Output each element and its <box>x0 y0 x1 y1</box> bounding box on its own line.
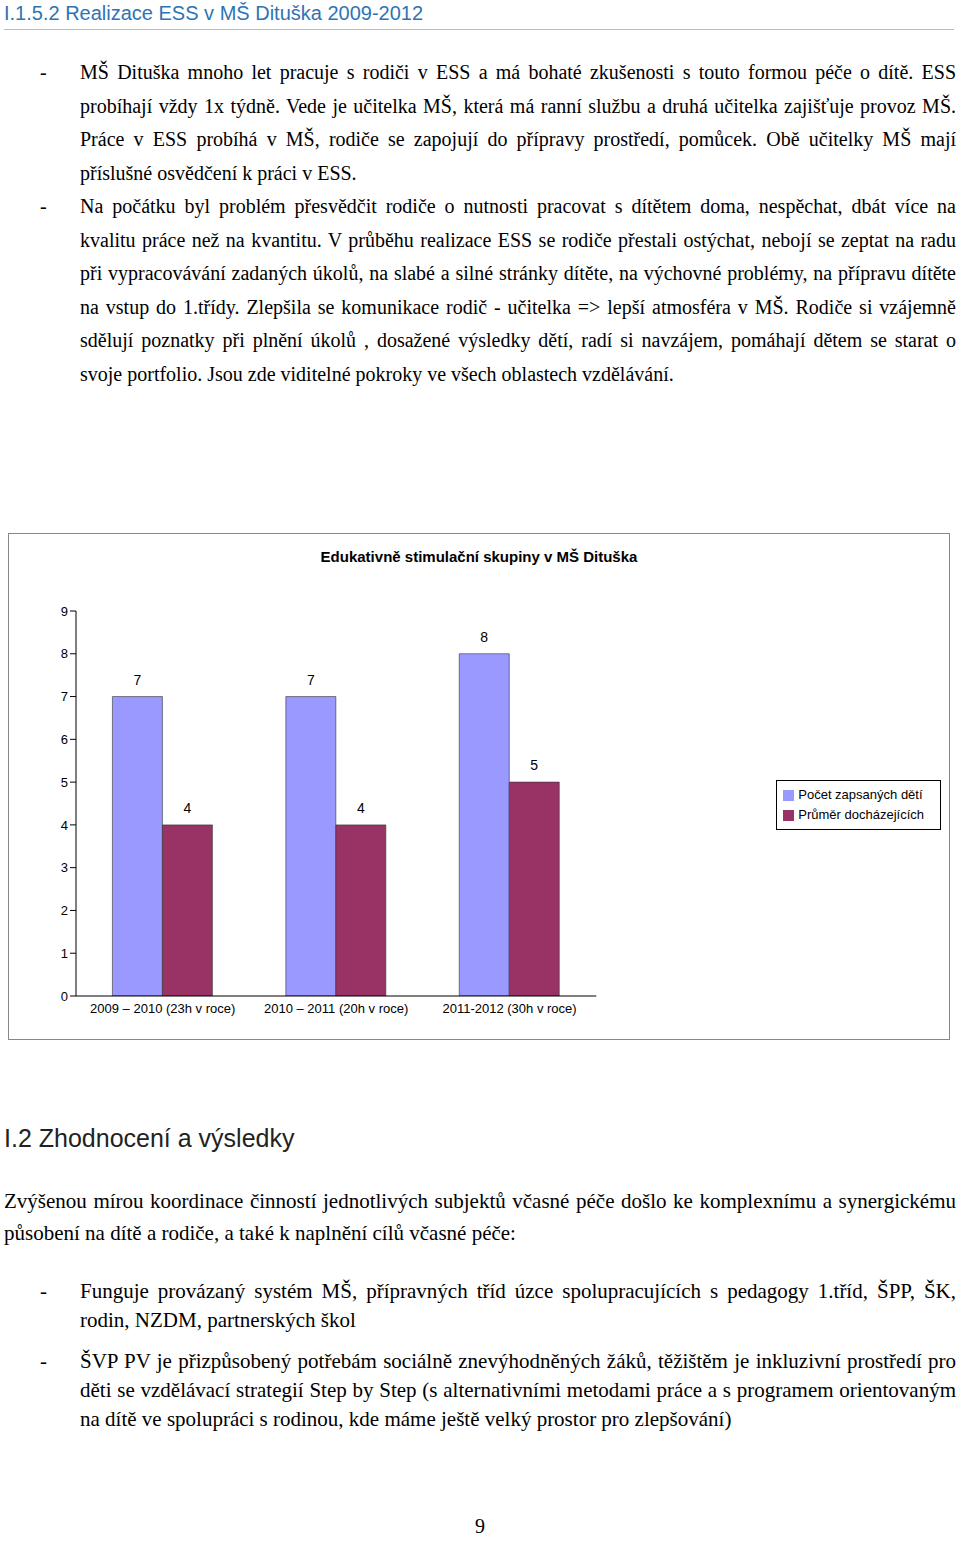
svg-text:2: 2 <box>61 903 68 918</box>
svg-text:7: 7 <box>307 672 315 688</box>
html-text:I.1.5.2 Realizace ESS v MŠ Dit: I.1.5.2 Realizace ESS v MŠ Dituška 2009-… <box>4 2 424 24</box>
html-text:ŠVP PV je přizpůsobený potřebá: ŠVP PV je přizpůsobený potřebám sociálně… <box>80 1349 956 1431</box>
svg-text:9: 9 <box>61 604 68 619</box>
svg-text:5: 5 <box>530 757 538 773</box>
html-text:Funguje provázaný systém MŠ, p: Funguje provázaný systém MŠ, přípravných… <box>80 1279 956 1332</box>
svg-text:2009 – 2010 (23h v roce): 2009 – 2010 (23h v roce) <box>90 1001 235 1016</box>
html-text:Zvýšenou mírou koordinace činn: Zvýšenou mírou koordinace činností jedno… <box>4 1189 956 1245</box>
svg-text:7: 7 <box>61 689 68 704</box>
svg-text:7: 7 <box>134 672 142 688</box>
svg-text:8: 8 <box>61 646 68 661</box>
html-text:Počet zapsaných dětí: Počet zapsaných dětí <box>798 787 923 802</box>
svg-text:4: 4 <box>357 800 365 816</box>
html-text:MŠ Dituška mnoho let pracuje s: MŠ Dituška mnoho let pracuje s rodiči v … <box>80 61 956 184</box>
html-text:Edukativně stimulační skupiny: Edukativně stimulační skupiny v MŠ Dituš… <box>320 548 638 565</box>
svg-text:3: 3 <box>61 860 68 875</box>
html-text:I.2 Zhodnocení a výsledky: I.2 Zhodnocení a výsledky <box>4 1124 295 1152</box>
svg-text:5: 5 <box>61 775 68 790</box>
svg-text:4: 4 <box>184 800 192 816</box>
svg-text:0: 0 <box>61 989 68 1004</box>
svg-text:4: 4 <box>61 818 68 833</box>
svg-text:2010 – 2011 (20h v roce): 2010 – 2011 (20h v roce) <box>264 1001 408 1016</box>
svg-text:1: 1 <box>61 946 68 961</box>
svg-text:8: 8 <box>480 629 488 645</box>
html-text:Na počátku byl problém přesvěd: Na počátku byl problém přesvědčit rodiče… <box>80 195 956 385</box>
svg-text:6: 6 <box>61 732 68 747</box>
html-text:9: 9 <box>475 1515 485 1537</box>
html-text:Průměr docházejících: Průměr docházejících <box>798 807 924 822</box>
svg-text:2011-2012 (30h v roce): 2011-2012 (30h v roce) <box>442 1001 576 1016</box>
